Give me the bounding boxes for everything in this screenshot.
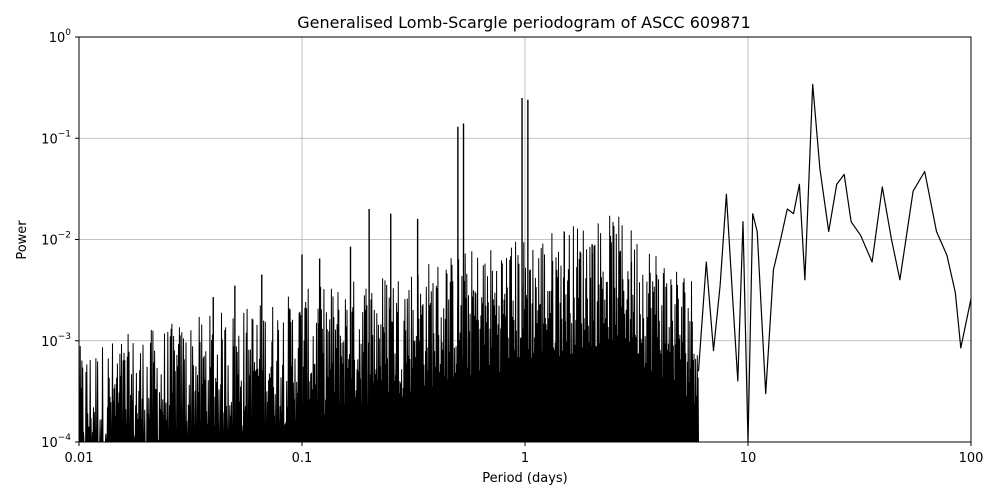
- x-tick-label: 0.1: [292, 451, 313, 466]
- y-axis-label: Power: [15, 220, 30, 260]
- y-tick-label: 100: [49, 28, 72, 46]
- x-axis: 0.01 0.1 1 10 100: [65, 442, 984, 466]
- y-tick-label: 10−3: [41, 332, 71, 350]
- periodogram-noise-line: [78, 215, 699, 443]
- x-axis-label: Period (days): [482, 471, 568, 486]
- y-tick-label: 10−1: [41, 129, 71, 147]
- y-tick-label: 10−4: [41, 433, 71, 451]
- y-axis: 10−4 10−3 10−2 10−1 100: [41, 28, 79, 451]
- x-tick-label: 0.01: [65, 451, 94, 466]
- x-tick-label: 10: [740, 451, 757, 466]
- x-tick-label: 100: [959, 451, 984, 466]
- chart-title: Generalised Lomb-Scargle periodogram of …: [297, 13, 751, 32]
- periodogram-smooth-line: [697, 83, 972, 443]
- x-tick-label: 1: [521, 451, 529, 466]
- y-tick-label: 10−2: [41, 231, 71, 249]
